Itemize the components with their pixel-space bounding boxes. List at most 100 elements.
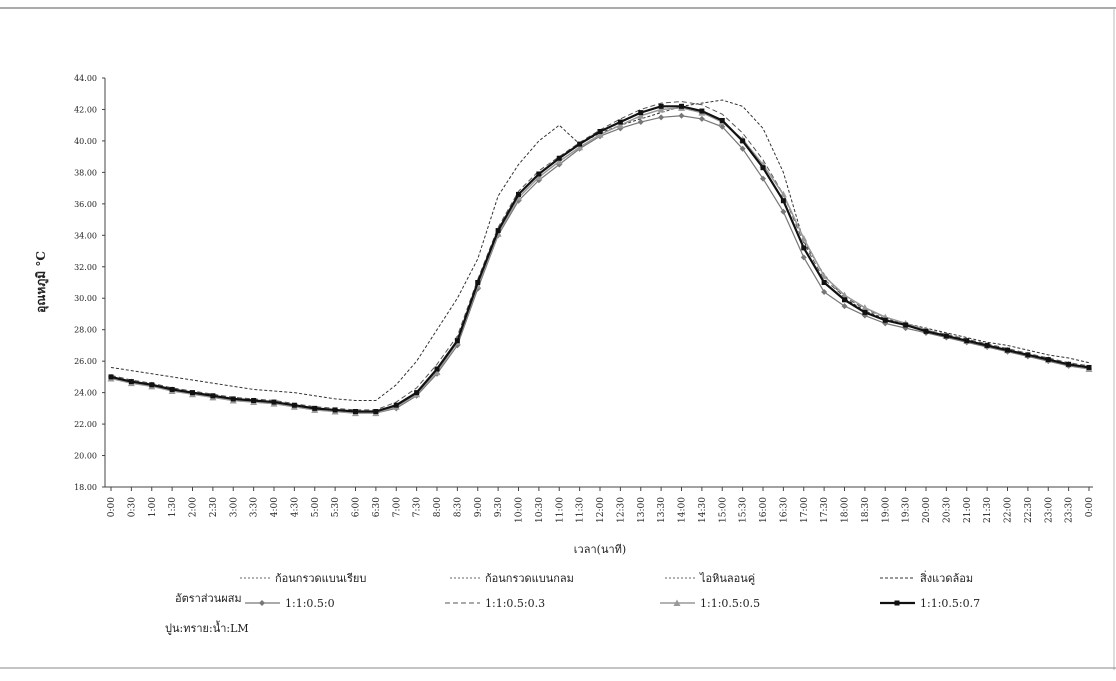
- legend-label: ก้อนกรวดแบนเรียบ: [275, 572, 366, 585]
- x-tick-label: 1:30: [168, 497, 178, 517]
- y-tick-label: 30.00: [74, 294, 97, 303]
- point: [516, 192, 521, 197]
- x-tick-label: 18:00: [841, 497, 851, 523]
- legend-label: ก้อนกรวดแบนกลม: [485, 572, 574, 585]
- point: [129, 379, 134, 384]
- legend-label: 1:1:0.5:0.5: [700, 597, 760, 610]
- x-tick-label: 4:00: [270, 497, 280, 517]
- y-tick-label: 32.00: [74, 263, 97, 272]
- x-tick-label: 15:30: [739, 497, 749, 523]
- x-tick-label: 1:00: [148, 497, 158, 517]
- legend-label: 1:1:0.5:0: [285, 597, 335, 610]
- point: [414, 390, 419, 395]
- x-tick-label: 0:30: [127, 497, 137, 517]
- x-tick-label: 5:30: [331, 497, 341, 517]
- x-tick-label: 6:30: [372, 497, 382, 517]
- point: [638, 110, 643, 115]
- y-tick-label: 24.00: [74, 389, 97, 398]
- x-tick-label: 8:00: [433, 497, 443, 517]
- point: [883, 318, 888, 323]
- x-tick-label: 8:30: [453, 497, 463, 517]
- x-tick-label: 9:30: [494, 497, 504, 517]
- point: [373, 409, 378, 414]
- point: [394, 403, 399, 408]
- x-tick-label: 12:30: [616, 497, 626, 523]
- x-tick-label: 19:30: [902, 497, 912, 523]
- x-tick-label: 16:30: [779, 497, 789, 523]
- point: [557, 156, 562, 161]
- x-axis-label: เวลา(นาที): [574, 543, 626, 556]
- point: [210, 393, 215, 398]
- point: [801, 245, 806, 250]
- point: [903, 322, 908, 327]
- y-tick-label: 44.00: [74, 74, 97, 83]
- point: [1046, 357, 1051, 362]
- y-tick-label: 26.00: [74, 357, 97, 366]
- x-tick-label: 10:30: [535, 497, 545, 523]
- x-tick-label: 20:30: [942, 497, 952, 523]
- x-tick-label: 23:00: [1044, 497, 1054, 523]
- y-tick-label: 36.00: [74, 200, 97, 209]
- y-tick-label: 22.00: [74, 420, 97, 429]
- point: [577, 142, 582, 147]
- x-tick-label: 4:30: [290, 497, 300, 517]
- point: [170, 387, 175, 392]
- legend-label: 1:1:0.5:0.3: [485, 597, 545, 610]
- y-tick-label: 38.00: [74, 168, 97, 177]
- x-tick-label: 14:30: [698, 497, 708, 523]
- point: [1066, 362, 1071, 367]
- x-tick-label: 12:00: [596, 497, 606, 523]
- x-tick-label: 19:00: [881, 497, 891, 523]
- point: [598, 129, 603, 134]
- legend-label: สิ่งแวดล้อม: [920, 570, 973, 585]
- x-tick-label: 21:00: [963, 497, 973, 523]
- point: [985, 343, 990, 348]
- point: [781, 198, 786, 203]
- point: [618, 120, 623, 125]
- x-tick-label: 2:00: [189, 497, 199, 517]
- x-tick-label: 16:00: [759, 497, 769, 523]
- x-tick-label: 23:30: [1065, 497, 1075, 523]
- x-tick-label: 13:30: [657, 497, 667, 523]
- point: [333, 407, 338, 412]
- point: [435, 367, 440, 372]
- point: [353, 409, 358, 414]
- legend-title: ปูน:ทราย:น้ำ:LM: [165, 620, 249, 635]
- point: [964, 338, 969, 343]
- x-tick-label: 14:00: [678, 497, 688, 523]
- point: [272, 400, 277, 405]
- legend-title: อัตราส่วนผสม: [175, 592, 242, 605]
- point: [679, 104, 684, 109]
- point: [231, 396, 236, 401]
- x-tick-label: 17:30: [820, 497, 830, 523]
- x-tick-label: 13:00: [637, 497, 647, 523]
- point: [1005, 348, 1010, 353]
- y-tick-label: 18.00: [74, 483, 97, 492]
- point: [149, 382, 154, 387]
- point: [659, 104, 664, 109]
- point: [190, 390, 195, 395]
- y-tick-label: 20.00: [74, 452, 97, 461]
- x-tick-label: 11:00: [555, 497, 565, 523]
- point: [496, 228, 501, 233]
- point: [822, 280, 827, 285]
- point: [455, 338, 460, 343]
- point: [109, 374, 114, 379]
- point: [1087, 365, 1092, 370]
- point: [292, 403, 297, 408]
- x-tick-label: 7:00: [392, 497, 402, 517]
- y-tick-label: 42.00: [74, 105, 97, 114]
- x-tick-label: 17:00: [800, 497, 810, 523]
- x-tick-label: 22:30: [1024, 497, 1034, 523]
- x-tick-label: 20:00: [922, 497, 932, 523]
- x-tick-label: 22:00: [1004, 497, 1014, 523]
- point: [842, 297, 847, 302]
- x-tick-label: 2:30: [209, 497, 219, 517]
- point: [924, 329, 929, 334]
- y-axis-label: อุณหภูมิ °C: [34, 251, 49, 313]
- point: [699, 109, 704, 114]
- point: [251, 398, 256, 403]
- point: [312, 406, 317, 411]
- y-tick-label: 40.00: [74, 137, 97, 146]
- x-tick-label: 3:30: [250, 497, 260, 517]
